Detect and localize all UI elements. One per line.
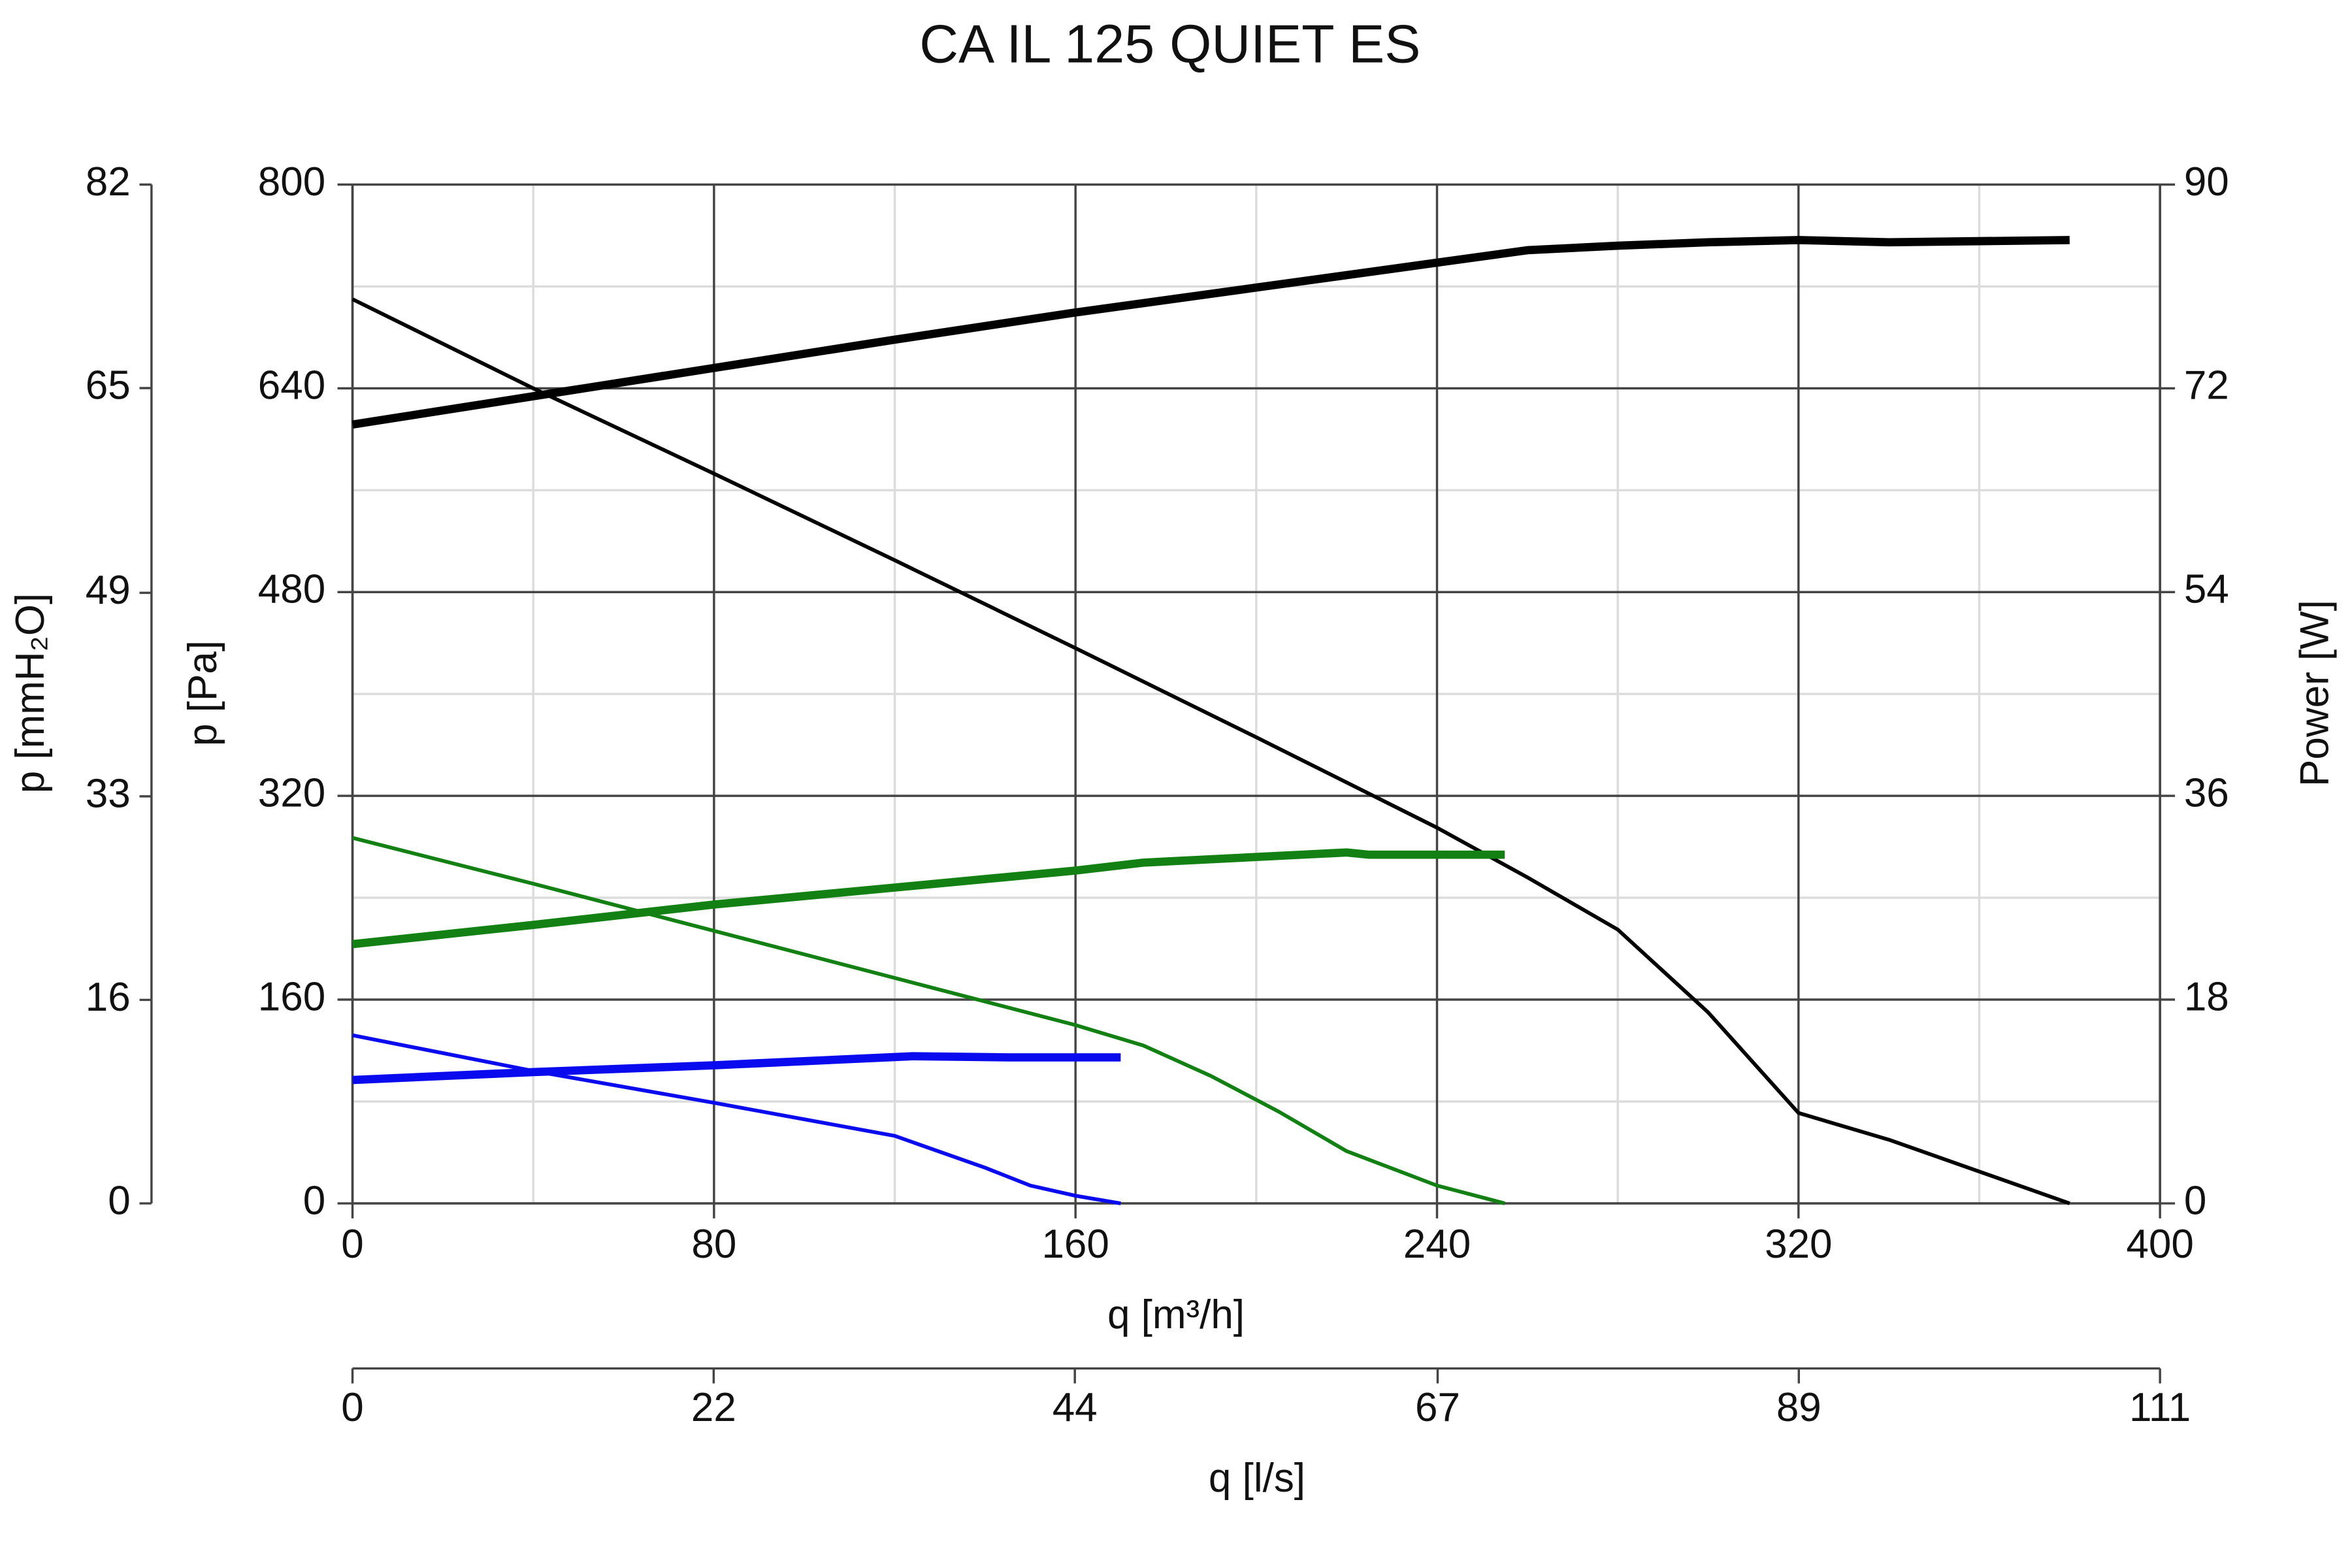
ymm-tick-label: 16 (86, 975, 131, 1020)
x2-tick-label: 89 (1776, 1385, 1821, 1430)
y2-tick-label: 72 (2184, 363, 2229, 408)
y2-tick-label: 54 (2184, 567, 2229, 612)
x-tick-label: 0 (341, 1222, 363, 1267)
curve (351, 848, 1505, 949)
y-tick-label: 640 (258, 363, 325, 408)
curve (351, 1033, 1121, 1205)
y-tick-label: 800 (258, 159, 325, 204)
x2-axis-label: q [l/s] (1209, 1456, 1305, 1501)
x2-tick-label: 67 (1415, 1385, 1460, 1430)
y2-tick-label: 18 (2184, 974, 2229, 1019)
chart-title: CA IL 125 QUIET ES (919, 13, 1420, 74)
x2-tick-label: 111 (2129, 1385, 2191, 1430)
ymm-tick-label: 82 (86, 159, 131, 204)
x-tick-label: 320 (1765, 1222, 1832, 1267)
ymm-tick-label: 0 (108, 1178, 130, 1223)
x-tick-label: 240 (1403, 1222, 1471, 1267)
x-axis-label: q [m³/h] (1107, 1292, 1245, 1337)
x2-tick-label: 0 (341, 1385, 363, 1430)
x2-tick-label: 44 (1053, 1385, 1098, 1430)
ymm-axis-label: p [mmH₂O] (8, 593, 53, 794)
y2-axis-label: Power [W] (2293, 600, 2338, 787)
x-tick-label: 80 (691, 1222, 736, 1267)
y-tick-label: 320 (258, 771, 325, 816)
y-axis-label: p [Pa] (180, 640, 225, 746)
y-tick-label: 0 (303, 1178, 325, 1223)
x-tick-label: 160 (1041, 1222, 1109, 1267)
y2-tick-label: 36 (2184, 771, 2229, 816)
ymm-tick-label: 33 (86, 771, 131, 816)
y2-tick-label: 90 (2184, 159, 2229, 204)
y-tick-label: 160 (258, 974, 325, 1019)
y2-tick-label: 0 (2184, 1178, 2206, 1223)
ymm-tick-label: 49 (86, 568, 131, 613)
curve (351, 297, 2070, 1205)
curve (351, 236, 2070, 429)
curve (352, 1052, 1121, 1085)
y-tick-label: 480 (258, 567, 325, 612)
x-tick-label: 400 (2126, 1222, 2193, 1267)
x2-tick-label: 22 (691, 1385, 736, 1430)
ymm-tick-label: 65 (86, 363, 131, 408)
